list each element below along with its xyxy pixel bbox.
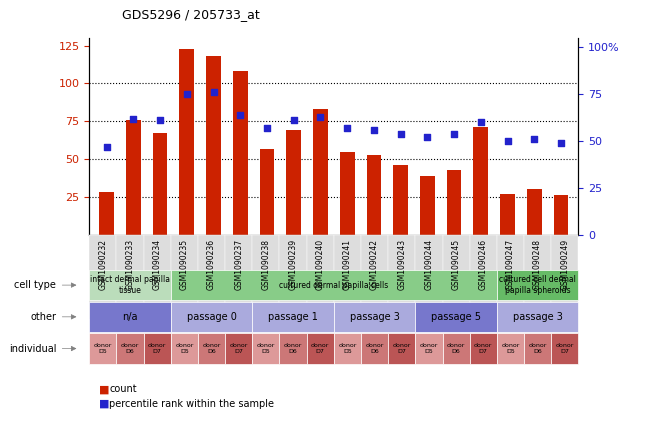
Text: cell type: cell type bbox=[15, 280, 56, 290]
Text: passage 3: passage 3 bbox=[350, 312, 399, 322]
Bar bbox=[420, 176, 435, 235]
Point bbox=[155, 117, 165, 124]
Bar bbox=[179, 49, 194, 235]
Text: GSM1090240: GSM1090240 bbox=[316, 239, 325, 290]
Text: donor
D6: donor D6 bbox=[447, 343, 465, 354]
Point bbox=[556, 140, 566, 146]
Bar bbox=[153, 133, 167, 235]
Point bbox=[475, 119, 486, 126]
Text: GSM1090237: GSM1090237 bbox=[234, 239, 243, 290]
Text: GSM1090236: GSM1090236 bbox=[207, 239, 216, 290]
Point bbox=[262, 125, 272, 132]
Text: GSM1090249: GSM1090249 bbox=[561, 239, 569, 290]
Text: ■: ■ bbox=[99, 384, 110, 394]
Text: passage 0: passage 0 bbox=[186, 312, 237, 322]
Bar bbox=[126, 120, 141, 235]
Text: GDS5296 / 205733_at: GDS5296 / 205733_at bbox=[122, 8, 260, 21]
Bar bbox=[367, 154, 381, 235]
Point bbox=[235, 112, 245, 118]
Bar bbox=[286, 130, 301, 235]
Text: GSM1090234: GSM1090234 bbox=[153, 239, 162, 290]
Text: passage 3: passage 3 bbox=[513, 312, 563, 322]
Bar bbox=[447, 170, 461, 235]
Text: donor
D7: donor D7 bbox=[393, 343, 411, 354]
Text: n/a: n/a bbox=[122, 312, 137, 322]
Text: GSM1090232: GSM1090232 bbox=[98, 239, 107, 290]
Text: percentile rank within the sample: percentile rank within the sample bbox=[109, 399, 274, 409]
Text: count: count bbox=[109, 384, 137, 394]
Bar bbox=[554, 195, 568, 235]
Text: GSM1090243: GSM1090243 bbox=[397, 239, 407, 290]
Text: GSM1090242: GSM1090242 bbox=[370, 239, 379, 290]
Point bbox=[315, 113, 326, 120]
Text: donor
D6: donor D6 bbox=[528, 343, 547, 354]
Text: GSM1090235: GSM1090235 bbox=[180, 239, 189, 290]
Text: donor
D7: donor D7 bbox=[229, 343, 248, 354]
Text: donor
D7: donor D7 bbox=[311, 343, 329, 354]
Text: cultured cell dermal
papilla spheroids: cultured cell dermal papilla spheroids bbox=[499, 275, 576, 295]
Bar bbox=[473, 127, 488, 235]
Text: intact dermal papilla
tissue: intact dermal papilla tissue bbox=[90, 275, 170, 295]
Bar bbox=[260, 148, 274, 235]
Point bbox=[502, 138, 513, 145]
Text: donor
D6: donor D6 bbox=[366, 343, 384, 354]
Point bbox=[182, 91, 192, 98]
Text: GSM1090238: GSM1090238 bbox=[261, 239, 270, 290]
Text: donor
D5: donor D5 bbox=[175, 343, 194, 354]
Point bbox=[529, 136, 539, 143]
Bar bbox=[233, 71, 248, 235]
Bar bbox=[500, 194, 515, 235]
Text: donor
D6: donor D6 bbox=[284, 343, 302, 354]
Point bbox=[449, 130, 459, 137]
Text: passage 5: passage 5 bbox=[431, 312, 481, 322]
Text: cultured dermal papilla cells: cultured dermal papilla cells bbox=[279, 280, 389, 290]
Text: GSM1090246: GSM1090246 bbox=[479, 239, 488, 290]
Text: donor
D5: donor D5 bbox=[94, 343, 112, 354]
Text: donor
D5: donor D5 bbox=[338, 343, 356, 354]
Bar bbox=[99, 192, 114, 235]
Bar bbox=[206, 56, 221, 235]
Text: ■: ■ bbox=[99, 399, 110, 409]
Text: GSM1090244: GSM1090244 bbox=[424, 239, 434, 290]
Text: individual: individual bbox=[9, 343, 56, 354]
Text: other: other bbox=[30, 312, 56, 322]
Text: donor
D6: donor D6 bbox=[121, 343, 139, 354]
Text: GSM1090247: GSM1090247 bbox=[506, 239, 515, 290]
Text: passage 1: passage 1 bbox=[268, 312, 318, 322]
Text: donor
D7: donor D7 bbox=[148, 343, 167, 354]
Point bbox=[395, 130, 406, 137]
Bar bbox=[393, 165, 408, 235]
Bar bbox=[313, 109, 328, 235]
Text: donor
D6: donor D6 bbox=[202, 343, 221, 354]
Point bbox=[208, 89, 219, 96]
Text: GSM1090245: GSM1090245 bbox=[451, 239, 461, 290]
Text: GSM1090248: GSM1090248 bbox=[533, 239, 542, 290]
Text: GSM1090241: GSM1090241 bbox=[343, 239, 352, 290]
Text: GSM1090233: GSM1090233 bbox=[126, 239, 134, 290]
Text: donor
D7: donor D7 bbox=[474, 343, 492, 354]
Text: GSM1090239: GSM1090239 bbox=[289, 239, 297, 290]
Point bbox=[101, 143, 112, 150]
Bar bbox=[340, 151, 354, 235]
Text: donor
D7: donor D7 bbox=[556, 343, 574, 354]
Bar bbox=[527, 190, 541, 235]
Text: donor
D5: donor D5 bbox=[420, 343, 438, 354]
Text: donor
D5: donor D5 bbox=[501, 343, 520, 354]
Text: donor
D5: donor D5 bbox=[256, 343, 275, 354]
Point bbox=[369, 126, 379, 133]
Point bbox=[128, 115, 139, 122]
Point bbox=[422, 134, 433, 141]
Point bbox=[288, 117, 299, 124]
Point bbox=[342, 125, 352, 132]
